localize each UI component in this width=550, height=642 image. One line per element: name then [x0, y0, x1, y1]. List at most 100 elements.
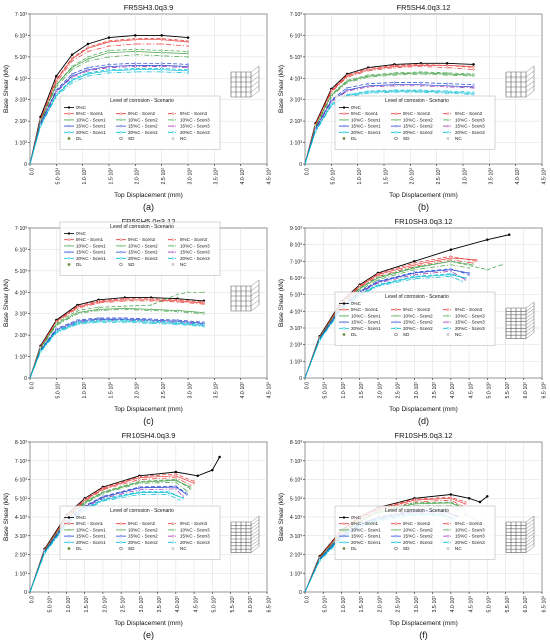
legend-marker	[119, 528, 123, 532]
data-point	[445, 62, 449, 65]
data-point	[55, 74, 58, 78]
data-point	[107, 45, 110, 48]
limit-state-label: SD	[403, 546, 410, 551]
data-point	[449, 496, 452, 499]
x-tick-label: 1.5·10²	[359, 382, 365, 399]
panel-label: (c)	[143, 416, 154, 426]
y-tick-label: 9·10³	[290, 226, 302, 232]
legend-label: 10%C - Scen3	[455, 527, 485, 532]
data-point	[167, 490, 170, 493]
data-point	[393, 74, 396, 77]
data-point	[413, 262, 416, 265]
data-point	[419, 81, 422, 84]
building-floor-depth	[250, 294, 260, 302]
legend-marker	[446, 534, 450, 538]
data-point	[393, 81, 396, 84]
legend-marker	[446, 131, 450, 134]
data-point	[446, 92, 449, 95]
building-floor-depth	[250, 529, 260, 536]
x-tick-label: 2.0·10²	[135, 168, 141, 185]
x-tick-label: 5.5·10²	[505, 596, 511, 613]
y-tick-label: 1·10³	[15, 571, 27, 577]
legend-marker	[446, 528, 450, 532]
building-floor-depth	[525, 311, 535, 319]
x-tick-label: 4.5·10²	[266, 382, 272, 399]
building-floor-depth	[525, 543, 535, 550]
limit-state-marker	[171, 262, 175, 267]
y-tick-label: 0	[299, 590, 302, 596]
data-point	[475, 260, 478, 263]
x-axis-label: Top Displacement (mm)	[389, 406, 458, 413]
legend-marker	[446, 522, 450, 525]
data-point	[449, 258, 452, 261]
legend-marker	[67, 516, 71, 519]
data-point	[419, 63, 422, 66]
data-point	[123, 297, 126, 300]
y-axis-label: Base Shear (kN)	[3, 279, 10, 327]
legend-label: 0%C	[351, 301, 362, 306]
y-tick-label: 0	[24, 376, 27, 382]
y-tick-label: 4·10³	[290, 515, 302, 521]
y-tick-label: 4·10³	[15, 515, 27, 521]
limit-state-label: DL	[351, 136, 357, 141]
series-line	[29, 317, 204, 379]
data-point	[419, 70, 422, 73]
legend-marker	[171, 124, 175, 128]
y-tick-label: 8·10³	[290, 440, 302, 446]
x-tick-label: 1.5·10²	[359, 596, 365, 613]
series-line	[304, 275, 462, 379]
building-floor-depth	[250, 90, 260, 98]
data-point	[55, 322, 58, 325]
legend-marker	[394, 541, 398, 544]
data-point	[413, 266, 416, 269]
x-tick-label: 3.5·10²	[214, 168, 220, 185]
y-tick-label: 0	[24, 162, 27, 168]
x-tick-label: 0.0	[304, 382, 310, 389]
data-point	[107, 66, 110, 69]
data-point	[367, 90, 370, 93]
legend-label: 5%C - Scen2	[403, 521, 431, 526]
data-point	[202, 291, 205, 294]
data-point	[393, 84, 396, 87]
data-point	[71, 65, 74, 68]
legend-marker	[446, 124, 450, 128]
x-tick-label: 6.0·10²	[248, 596, 254, 613]
data-point	[330, 95, 333, 98]
legend-marker	[342, 516, 346, 519]
chart-panel-a: 0.0 5.0·10¹ 1.0·10² 1.5·10² 2.0·10² 2.5·10² 3.…	[3, 3, 272, 212]
data-point	[419, 91, 422, 94]
data-point	[55, 83, 58, 86]
limit-state-label: NC	[455, 332, 462, 337]
legend-label: 20%C - Scen1	[76, 540, 106, 545]
y-tick-label: 5·10³	[15, 55, 27, 61]
data-point	[107, 55, 110, 58]
data-point	[55, 324, 58, 327]
data-point	[186, 66, 189, 69]
x-tick-label: 3.0·10²	[414, 596, 420, 613]
data-point	[449, 499, 452, 502]
panel-label: (a)	[143, 202, 154, 212]
data-point	[97, 306, 100, 309]
chart-title: FR10SH4.0q3.9	[122, 431, 176, 440]
legend-marker	[394, 118, 398, 122]
legend-label: 15%C - Scen2	[128, 124, 158, 129]
data-point	[176, 321, 179, 324]
y-tick-label: 7·10³	[290, 12, 302, 18]
data-point	[97, 319, 100, 322]
x-tick-label: 4.5·10²	[266, 168, 272, 185]
legend-marker	[394, 534, 398, 538]
limit-state-marker	[67, 263, 71, 266]
legend-box	[334, 291, 496, 346]
y-axis-label: Base Shear (kN)	[3, 65, 10, 113]
x-tick-label: 4.5·10²	[468, 596, 474, 613]
data-point	[202, 325, 205, 328]
building-floor-depth	[525, 308, 535, 316]
legend-label: 20%C - Scen1	[76, 130, 106, 135]
data-point	[167, 493, 170, 496]
legend-marker	[446, 118, 450, 122]
legend-marker	[342, 320, 346, 324]
building-floor-depth	[250, 279, 260, 287]
data-point	[446, 71, 449, 74]
